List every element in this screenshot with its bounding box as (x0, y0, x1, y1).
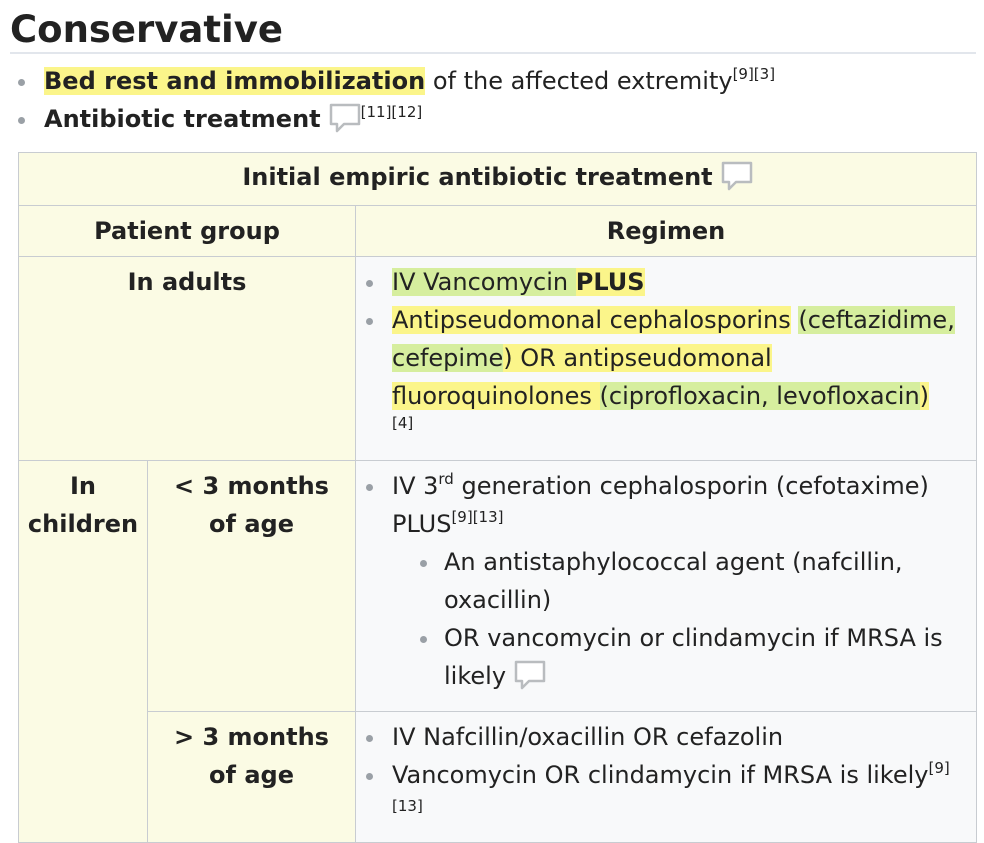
regimen-cell-adults: IV Vancomycin PLUS Antipseudomonal cepha… (355, 256, 977, 461)
bullet-dot (18, 79, 25, 86)
highlighted-term: (ciprofloxacin, levofloxacin (599, 382, 920, 410)
sub-list: An antistaphylococcal agent (nafcillin, … (392, 543, 966, 701)
bullet-dot (420, 636, 427, 643)
comment-icon[interactable] (721, 161, 753, 197)
treatment-list: Bed rest and immobilization of the affec… (18, 62, 775, 138)
table-caption: Initial empiric antibiotic treatment (18, 152, 977, 206)
list-item: IV Nafcillin/oxacillin OR cefazolin (366, 718, 966, 756)
subgroup-label: > 3 months of age (174, 723, 329, 789)
list-item-text: of the affected extremity (425, 67, 733, 95)
sub-list-item: OR vancomycin or clindamycin if MRSA is … (418, 619, 966, 701)
sub-list-item: An antistaphylococcal agent (nafcillin, … (418, 543, 966, 619)
comment-icon[interactable] (329, 103, 361, 144)
regimen-list: IV 3rd generation cephalosporin (cefotax… (366, 467, 966, 701)
subgroup-label: < 3 months of age (174, 472, 329, 538)
bullet-dot (366, 280, 373, 287)
group-cell-adults: In adults (18, 256, 356, 461)
group-label: In adults (127, 268, 247, 296)
list-item: Bed rest and immobilization of the affec… (18, 62, 775, 100)
group-cell-children: In children (18, 460, 148, 843)
list-item: Antibiotic treatment [11][12] (18, 100, 775, 138)
reference-link[interactable]: [9][13] (451, 508, 504, 526)
list-item: Antipseudomonal cephalosporins (ceftazid… (366, 301, 966, 415)
bullet-dot (366, 318, 373, 325)
section-title: Conservative (10, 8, 976, 54)
bullet-dot (18, 117, 25, 124)
subgroup-cell-over-3-months: > 3 months of age (147, 711, 356, 843)
bullet-dot (366, 773, 373, 780)
regimen-cell-over-3-months: IV Nafcillin/oxacillin OR cefazolin Vanc… (355, 711, 977, 843)
subgroup-cell-under-3-months: < 3 months of age (147, 460, 356, 712)
list-item: IV 3rd generation cephalosporin (cefotax… (366, 467, 966, 701)
column-header-regimen: Regimen (355, 205, 977, 257)
reference-link[interactable]: [11][12] (360, 103, 423, 121)
comment-icon[interactable] (514, 660, 546, 701)
highlighted-term: Antipseudomonal cephalosporins (392, 306, 791, 334)
regimen-list: IV Nafcillin/oxacillin OR cefazolin Vanc… (366, 718, 966, 832)
bullet-dot (366, 735, 373, 742)
column-header-group: Patient group (18, 205, 356, 257)
list-item: Vancomycin OR clindamycin if MRSA is lik… (366, 756, 966, 832)
regimen-list: IV Vancomycin PLUS Antipseudomonal cepha… (366, 263, 966, 415)
highlighted-term: Bed rest and immobilization (44, 67, 426, 95)
regimen-cell-under-3-months: IV 3rd generation cephalosporin (cefotax… (355, 460, 977, 712)
plus-label: PLUS (575, 268, 645, 296)
table-caption-text: Initial empiric antibiotic treatment (242, 163, 713, 191)
highlighted-term: IV Vancomycin (392, 268, 569, 296)
list-item-label: Antibiotic treatment (44, 105, 321, 133)
bullet-dot (366, 484, 373, 491)
group-label: In children (27, 472, 139, 538)
list-item: IV Vancomycin PLUS (366, 263, 966, 301)
reference-link[interactable]: [9][13] (392, 759, 950, 815)
antibiotic-table: Initial empiric antibiotic treatment Pat… (18, 152, 977, 843)
reference-link[interactable]: [9][3] (732, 65, 776, 83)
bullet-dot (420, 560, 427, 567)
reference-link[interactable]: [4] (392, 414, 414, 432)
